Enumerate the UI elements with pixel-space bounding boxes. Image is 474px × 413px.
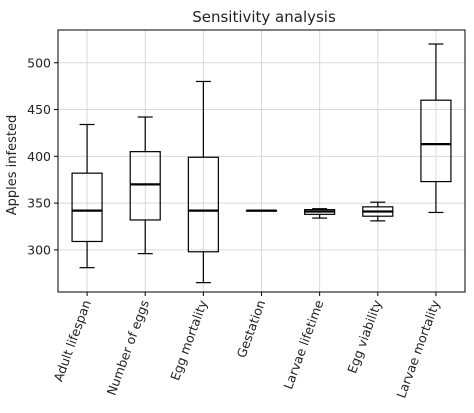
y-tick-label: 300 xyxy=(27,242,51,257)
box-iqr xyxy=(71,172,103,243)
box-layer xyxy=(71,43,452,284)
y-tick-label: 350 xyxy=(27,196,51,211)
y-axis-label: Apples infested xyxy=(5,115,20,215)
box-4 xyxy=(245,209,278,212)
axis-layer: 300 350 400 450 500 Adult lifespan Number of e… xyxy=(27,29,466,400)
box-5 xyxy=(304,208,336,219)
y-tick-label: 450 xyxy=(27,102,51,117)
x-tick-label: Number of eggs xyxy=(104,298,152,397)
box-iqr xyxy=(420,99,452,183)
grid-layer xyxy=(58,30,465,292)
x-tick-label: Egg viability xyxy=(344,297,385,375)
y-tick-label: 500 xyxy=(27,55,51,70)
box-2 xyxy=(129,116,161,255)
x-tick-label: Gestation xyxy=(234,298,269,360)
x-tick-label: Adult lifespan xyxy=(51,298,94,384)
box-iqr xyxy=(129,151,161,221)
box-1 xyxy=(71,123,103,269)
x-tick-label: Larvae lifetime xyxy=(280,298,326,392)
chart-title: Sensitivity analysis xyxy=(192,8,336,26)
x-tick-label: Larvae mortality xyxy=(393,297,443,400)
box-3 xyxy=(187,80,219,284)
box-6 xyxy=(362,201,394,222)
x-tick-label: Egg mortality xyxy=(167,297,210,382)
box-iqr xyxy=(187,156,219,253)
y-tick-label: 400 xyxy=(27,149,51,164)
box-7 xyxy=(420,43,452,214)
